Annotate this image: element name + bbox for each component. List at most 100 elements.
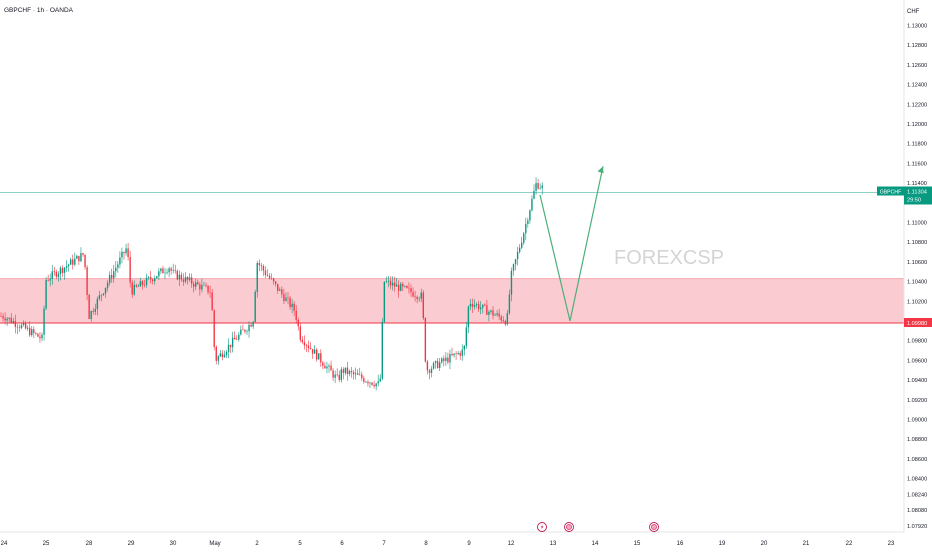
candle (84, 254, 86, 270)
candle (133, 280, 135, 296)
support-zone[interactable] (0, 278, 904, 323)
price-tick-2: 1.12600 (907, 63, 927, 69)
candle (37, 333, 39, 338)
candle (102, 293, 105, 296)
candle (289, 295, 291, 310)
candle (16, 323, 19, 334)
price-axis-ticks: 1.13000 1.12800 1.12600 1.12400 1.12200 1.120… (907, 24, 927, 530)
price-tick-16: 1.09400 (907, 378, 927, 384)
time-tick-11: 9 (467, 541, 471, 547)
candle (336, 368, 338, 377)
candle (475, 302, 478, 309)
time-tick-17: 19 (719, 541, 726, 547)
candle (334, 370, 336, 383)
candle (262, 264, 265, 276)
watermark-text: FOREXCSP (614, 247, 724, 269)
candle (352, 370, 355, 380)
candle (363, 375, 365, 384)
candle (0, 312, 2, 317)
candle (158, 268, 160, 280)
candle (361, 371, 363, 381)
candle (400, 282, 402, 292)
candle (199, 281, 201, 296)
event-icon-flag-gb[interactable] (564, 522, 574, 532)
candle (231, 331, 234, 353)
candle (111, 268, 113, 283)
price-tick-7: 1.11600 (907, 161, 927, 167)
candle (514, 258, 517, 271)
candle (488, 309, 490, 322)
candle (86, 265, 88, 301)
candle (408, 282, 410, 294)
candle (207, 285, 209, 295)
zone-price-label: 1.09980 (904, 318, 932, 327)
candle (447, 352, 449, 365)
time-tick-1: 25 (43, 541, 50, 547)
candle (467, 305, 470, 334)
price-tick-13: 1.10200 (907, 299, 927, 305)
candle (96, 296, 99, 316)
time-tick-4: 30 (170, 541, 177, 547)
candle (303, 335, 306, 350)
time-tick-7: 5 (298, 541, 302, 547)
candle (283, 288, 285, 304)
candle (330, 360, 332, 371)
symbol-header: GBPCHF · 1h · OANDA (4, 7, 74, 14)
candle (416, 295, 418, 304)
candle (510, 267, 513, 302)
candle (108, 271, 111, 286)
candle (238, 332, 240, 342)
candle (531, 195, 533, 212)
candle (412, 287, 414, 298)
candle (147, 275, 150, 281)
candle (100, 294, 103, 302)
candle (156, 276, 158, 279)
candle (432, 361, 435, 370)
candle (149, 271, 152, 284)
candle (537, 178, 539, 190)
candle (369, 381, 371, 388)
candle (154, 275, 156, 285)
candle (367, 379, 369, 387)
candle (418, 296, 420, 302)
candle (521, 236, 523, 250)
candle (197, 279, 199, 285)
candle (498, 308, 500, 321)
time-axis-panel[interactable] (0, 532, 932, 550)
projection-arrow-path[interactable] (539, 166, 604, 322)
candle (115, 261, 117, 278)
candle (291, 299, 293, 314)
candle (443, 355, 445, 367)
candle (223, 350, 226, 358)
candle (354, 367, 357, 380)
price-tick-3: 1.12400 (907, 83, 927, 89)
candle (4, 312, 6, 325)
candle (404, 285, 406, 288)
candle (322, 360, 324, 370)
candle (213, 309, 215, 351)
candle (82, 252, 84, 257)
price-tick-9: 1.11000 (907, 221, 927, 227)
candle (258, 259, 260, 272)
candle (201, 278, 203, 293)
candle (439, 358, 441, 371)
candle (477, 300, 480, 312)
candle (385, 276, 388, 284)
candle (320, 349, 322, 367)
candle (441, 357, 443, 364)
candle (234, 331, 236, 340)
event-icon-flash[interactable] (537, 522, 547, 532)
candle (227, 338, 230, 359)
candle (246, 329, 248, 335)
price-axis-panel[interactable] (904, 0, 932, 532)
candle (98, 290, 101, 301)
time-tick-20: 22 (846, 541, 853, 547)
candle (63, 267, 66, 280)
price-axis-currency: CHF (907, 9, 920, 15)
candle (92, 307, 94, 315)
candle (240, 325, 242, 336)
price-tick-5: 1.12000 (907, 122, 927, 128)
event-icon-flag-ch[interactable] (649, 522, 659, 532)
